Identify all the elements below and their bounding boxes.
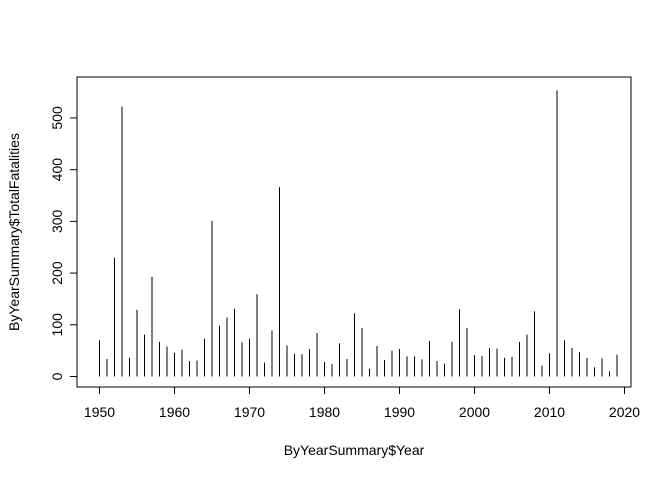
x-tick-label: 1950 bbox=[84, 404, 115, 420]
y-axis-label: ByYearSummary$TotalFatalities bbox=[6, 133, 22, 331]
y-tick-label: 400 bbox=[49, 158, 65, 182]
x-tick-label: 2010 bbox=[534, 404, 565, 420]
y-tick-label: 0 bbox=[49, 372, 65, 380]
x-tick-label: 2020 bbox=[609, 404, 640, 420]
x-tick-label: 1980 bbox=[309, 404, 340, 420]
y-axis: 0 100 200 300 400 500 bbox=[49, 106, 78, 380]
y-tick-label: 300 bbox=[49, 209, 65, 233]
x-tick-label: 2000 bbox=[459, 404, 490, 420]
y-tick-label: 200 bbox=[49, 261, 65, 285]
x-tick-label: 1990 bbox=[384, 404, 415, 420]
y-tick-label: 100 bbox=[49, 313, 65, 337]
y-tick-label: 500 bbox=[49, 106, 65, 130]
x-tick-label: 1970 bbox=[234, 404, 265, 420]
x-axis: 1950 1960 1970 1980 1990 2000 2010 2020 bbox=[84, 386, 640, 420]
x-tick-label: 1960 bbox=[159, 404, 190, 420]
bars bbox=[99, 90, 618, 377]
x-axis-label: ByYearSummary$Year bbox=[284, 442, 425, 458]
